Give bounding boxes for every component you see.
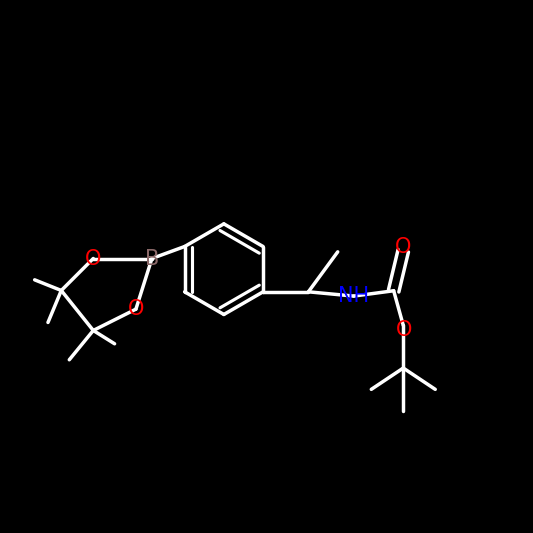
Text: B: B bbox=[145, 248, 159, 269]
Text: O: O bbox=[128, 299, 144, 319]
Text: O: O bbox=[85, 248, 101, 269]
Text: O: O bbox=[396, 320, 413, 340]
Text: O: O bbox=[395, 237, 411, 256]
Text: NH: NH bbox=[338, 286, 369, 306]
